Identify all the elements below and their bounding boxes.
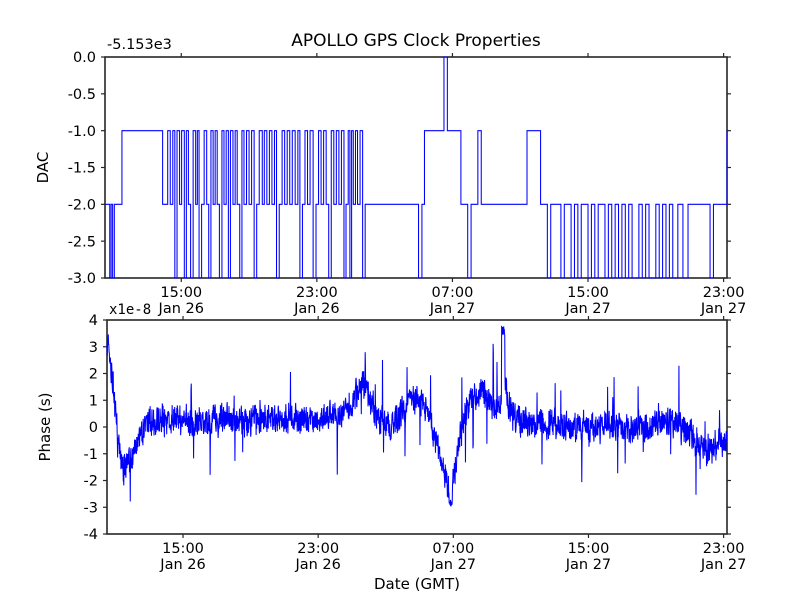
phase-x-axis-label: Date (GMT)	[374, 575, 460, 593]
chart-title: APOLLO GPS Clock Properties	[291, 31, 541, 51]
x-tick-label-0-1-0: 23:00	[296, 285, 338, 301]
y-tick-label-1-1: 3	[89, 340, 98, 356]
axes-spines-1	[106, 319, 728, 535]
x-tick-label-1-1-0: 23:00	[297, 541, 339, 557]
x-tick-label-1-1-1: Jan 26	[294, 557, 340, 573]
y-tick-label-1-2: 2	[89, 367, 98, 383]
x-tick-label-0-1-1: Jan 26	[293, 301, 339, 317]
y-tick-label-1-5: -1	[84, 447, 98, 463]
y-tick-label-1-6: -2	[84, 474, 98, 490]
x-tick-label-0-0-1: Jan 26	[158, 301, 204, 317]
x-tick-label-1-4-1: Jan 27	[700, 557, 746, 573]
dac-y-offset-label: -5.153e3	[107, 37, 172, 53]
phase-y-axis-label: Phase (s)	[36, 392, 54, 461]
x-tick-label-1-3-1: Jan 27	[565, 557, 611, 573]
plot-area-background-0	[105, 57, 727, 278]
x-tick-label-1-4-0: 23:00	[703, 541, 745, 557]
x-tick-label-0-2-0: 07:00	[432, 285, 474, 301]
x-tick-label-0-3-1: Jan 27	[564, 301, 610, 317]
y-tick-label-0-3: -1.5	[68, 161, 96, 177]
phase-data-line	[106, 325, 728, 507]
y-tick-label-0-0: 0.0	[73, 50, 96, 66]
x-tick-label-0-4-0: 23:00	[703, 285, 745, 301]
y-tick-label-0-2: -1.0	[68, 124, 96, 140]
x-tick-label-1-0-1: Jan 26	[159, 557, 205, 573]
y-tick-label-0-6: -3.0	[68, 271, 96, 287]
dac-y-axis-label: DAC	[34, 152, 52, 184]
x-tick-label-0-2-1: Jan 27	[429, 301, 475, 317]
dac-data-line	[105, 56, 728, 279]
x-tick-label-0-4-1: Jan 27	[700, 301, 746, 317]
y-tick-label-0-5: -2.5	[68, 234, 96, 250]
x-tick-label-0-0-0: 15:00	[160, 285, 202, 301]
x-tick-label-0-3-0: 15:00	[567, 285, 609, 301]
y-tick-label-0-1: -0.5	[68, 87, 96, 103]
y-tick-label-1-7: -3	[84, 500, 98, 516]
phase-y-multiplier-label: x1e-8	[109, 302, 151, 318]
x-tick-label-1-2-0: 07:00	[432, 541, 474, 557]
y-tick-label-1-8: -4	[84, 527, 98, 543]
y-tick-label-1-4: 0	[89, 420, 98, 436]
y-tick-label-1-0: 4	[89, 313, 98, 329]
x-tick-label-1-2-1: Jan 27	[430, 557, 476, 573]
x-tick-label-1-0-0: 15:00	[162, 541, 204, 557]
x-tick-label-1-3-0: 15:00	[568, 541, 610, 557]
y-tick-label-1-3: 1	[89, 393, 98, 409]
y-tick-label-0-4: -2.0	[68, 198, 96, 214]
